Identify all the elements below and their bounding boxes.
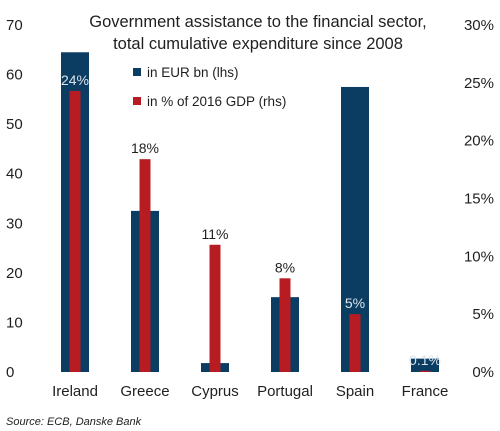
legend-swatch-gdp — [133, 97, 141, 105]
bar-gdp-cyprus — [209, 244, 221, 372]
data-label-cyprus: 11% — [202, 226, 229, 242]
left-tick-label: 30 — [6, 215, 23, 232]
data-labels: 24% 18% 11% 8% 5% 0.1% — [61, 72, 441, 368]
category-label-greece: Greece — [120, 383, 169, 400]
right-tick-label: 5% — [472, 306, 494, 323]
left-tick-label: 40 — [6, 166, 23, 183]
right-tick-label: 25% — [464, 75, 494, 92]
right-tick-label: 20% — [464, 133, 494, 150]
data-label-portugal: 8% — [275, 259, 295, 275]
bar-gdp-france — [419, 370, 431, 372]
data-label-ireland: 24% — [61, 72, 89, 88]
right-tick-label: 30% — [464, 17, 494, 34]
left-tick-label: 70 — [6, 17, 23, 34]
category-label-cyprus: Cyprus — [191, 383, 239, 400]
legend-swatch-eur — [133, 68, 141, 76]
left-tick-label: 20 — [6, 265, 23, 282]
category-label-ireland: Ireland — [52, 383, 98, 400]
bar-gdp-ireland — [69, 90, 81, 373]
data-label-france: 0.1% — [409, 352, 441, 368]
category-label-spain: Spain — [336, 383, 374, 400]
left-tick-label: 0 — [6, 364, 14, 381]
x-axis: Ireland Greece Cyprus Portugal Spain France — [52, 383, 448, 400]
data-label-spain: 5% — [345, 295, 365, 311]
left-tick-label: 60 — [6, 67, 23, 84]
legend-label-eur: in EUR bn (lhs) — [147, 65, 239, 80]
category-label-portugal: Portugal — [257, 383, 313, 400]
bar-gdp-spain — [349, 314, 361, 372]
legend-label-gdp: in % of 2016 GDP (rhs) — [147, 94, 286, 109]
left-axis: 0 10 20 30 40 50 60 70 — [6, 17, 23, 381]
bar-gdp-greece — [139, 159, 151, 372]
bar-eur-france — [411, 358, 439, 372]
series-gdp-bars — [69, 90, 431, 373]
left-tick-label: 50 — [6, 116, 23, 133]
right-tick-label: 10% — [464, 248, 494, 265]
right-tick-label: 0% — [472, 364, 494, 381]
left-tick-label: 10 — [6, 314, 23, 331]
chart-title-line-1: Government assistance to the financial s… — [89, 13, 427, 31]
source-note: Source: ECB, Danske Bank — [6, 416, 142, 428]
bar-gdp-portugal — [279, 278, 291, 372]
right-axis: 0% 5% 10% 15% 20% 25% 30% — [464, 17, 494, 381]
chart-title: Government assistance to the financial s… — [89, 13, 427, 53]
legend: in EUR bn (lhs) in % of 2016 GDP (rhs) — [133, 65, 286, 109]
category-label-france: France — [402, 383, 449, 400]
right-tick-label: 15% — [464, 191, 494, 208]
data-label-greece: 18% — [131, 140, 159, 156]
chart-title-line-2: total cumulative expenditure since 2008 — [113, 35, 403, 53]
